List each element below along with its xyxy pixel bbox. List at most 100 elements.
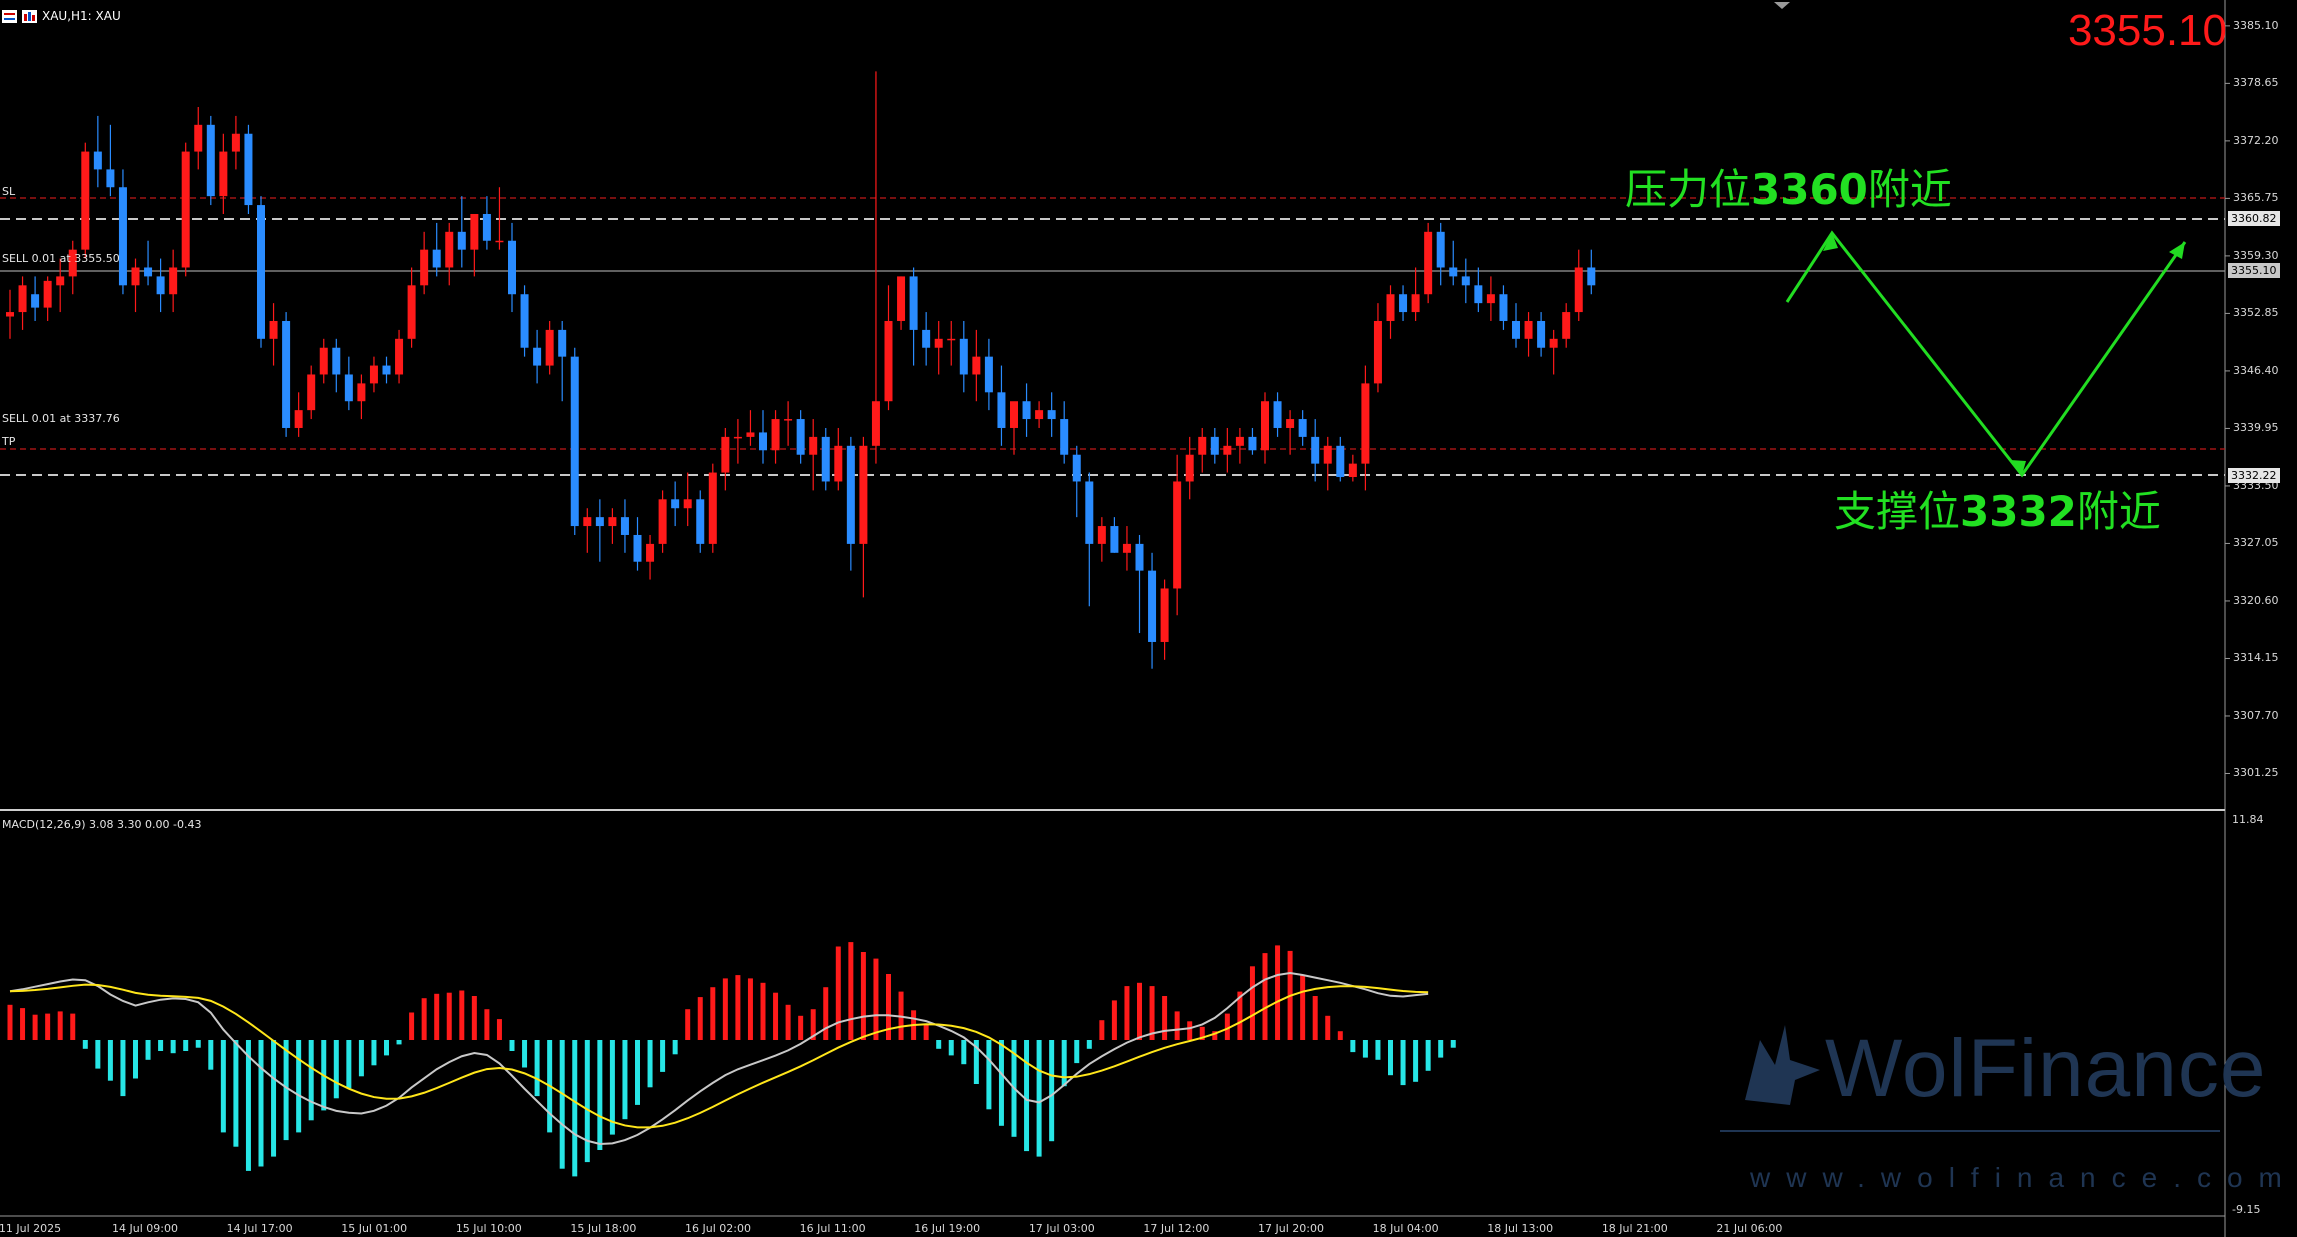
chart-window-icon[interactable]	[22, 9, 37, 23]
candle[interactable]	[1060, 401, 1069, 464]
candle[interactable]	[595, 499, 604, 562]
candle[interactable]	[269, 303, 278, 366]
candle[interactable]	[181, 142, 190, 277]
candle[interactable]	[545, 320, 554, 375]
candle[interactable]	[1537, 312, 1546, 357]
candle[interactable]	[821, 427, 830, 491]
candle[interactable]	[1386, 285, 1395, 339]
candle[interactable]	[947, 320, 956, 366]
candle[interactable]	[244, 124, 253, 214]
candle[interactable]	[219, 133, 228, 214]
candle[interactable]	[369, 356, 378, 393]
candle[interactable]	[81, 142, 90, 259]
candle[interactable]	[658, 490, 667, 553]
candle[interactable]	[194, 106, 203, 170]
candle[interactable]	[909, 267, 918, 366]
candle[interactable]	[382, 356, 391, 384]
candle[interactable]	[319, 338, 328, 384]
candle[interactable]	[533, 329, 542, 384]
candle[interactable]	[1085, 472, 1094, 607]
scroll-marker-icon[interactable]	[1774, 2, 1790, 9]
candle[interactable]	[1210, 427, 1219, 464]
candle[interactable]	[144, 240, 153, 286]
candle[interactable]	[169, 249, 178, 313]
candle[interactable]	[746, 410, 755, 446]
candle[interactable]	[1424, 222, 1433, 304]
candle[interactable]	[1223, 427, 1232, 473]
candle[interactable]	[156, 258, 165, 313]
candle[interactable]	[1399, 285, 1408, 321]
candle[interactable]	[1185, 436, 1194, 500]
candle[interactable]	[470, 213, 479, 277]
candle[interactable]	[620, 499, 629, 553]
candle[interactable]	[633, 517, 642, 571]
candle[interactable]	[959, 320, 968, 393]
candle[interactable]	[68, 240, 77, 295]
candle[interactable]	[1261, 392, 1269, 464]
candle[interactable]	[31, 276, 40, 321]
candle[interactable]	[18, 276, 27, 330]
candle[interactable]	[771, 410, 780, 464]
candle[interactable]	[859, 436, 868, 598]
candle[interactable]	[445, 222, 454, 286]
candle[interactable]	[1574, 249, 1583, 321]
candle[interactable]	[93, 115, 102, 188]
candle[interactable]	[1148, 552, 1157, 669]
candle[interactable]	[997, 365, 1006, 446]
candle[interactable]	[570, 347, 579, 535]
candle[interactable]	[1235, 427, 1244, 464]
candle[interactable]	[934, 320, 943, 375]
candle[interactable]	[708, 463, 717, 553]
candle[interactable]	[357, 374, 366, 420]
candle[interactable]	[56, 258, 65, 313]
candle[interactable]	[1035, 401, 1044, 428]
candle[interactable]	[206, 115, 215, 206]
candle[interactable]	[1323, 436, 1332, 491]
candle[interactable]	[1549, 329, 1558, 375]
candle[interactable]	[558, 320, 567, 402]
candle[interactable]	[1486, 276, 1495, 321]
candle[interactable]	[733, 419, 742, 464]
candle[interactable]	[1461, 258, 1470, 304]
candle[interactable]	[1072, 445, 1081, 518]
candle[interactable]	[871, 71, 880, 464]
candle[interactable]	[1436, 222, 1445, 286]
candle[interactable]	[1474, 267, 1483, 313]
candle[interactable]	[884, 285, 893, 411]
candle[interactable]	[1587, 249, 1596, 295]
candle[interactable]	[1524, 312, 1533, 357]
candle[interactable]	[395, 329, 404, 384]
candle[interactable]	[1010, 401, 1018, 455]
candle[interactable]	[1562, 303, 1571, 348]
candle[interactable]	[257, 196, 265, 348]
candle[interactable]	[1273, 392, 1282, 437]
candle[interactable]	[683, 472, 692, 527]
candle[interactable]	[420, 231, 429, 295]
candle[interactable]	[1348, 454, 1357, 482]
candle[interactable]	[1512, 303, 1520, 348]
candle[interactable]	[344, 356, 353, 411]
candle[interactable]	[118, 169, 127, 295]
candle[interactable]	[282, 312, 291, 437]
candle[interactable]	[1110, 517, 1119, 553]
candle[interactable]	[809, 419, 818, 491]
candle[interactable]	[1298, 410, 1307, 446]
candle[interactable]	[482, 196, 491, 250]
candle[interactable]	[1373, 303, 1382, 393]
candle[interactable]	[407, 267, 416, 348]
candle[interactable]	[43, 276, 52, 321]
candle[interactable]	[1286, 410, 1295, 455]
menu-icon[interactable]	[2, 9, 17, 23]
candle[interactable]	[457, 196, 466, 268]
candle[interactable]	[784, 401, 793, 446]
candle[interactable]	[1198, 427, 1207, 473]
candle[interactable]	[294, 392, 303, 437]
candle[interactable]	[646, 534, 655, 580]
candle[interactable]	[1411, 267, 1420, 321]
candle[interactable]	[608, 508, 617, 544]
candle[interactable]	[1361, 365, 1370, 491]
candle[interactable]	[696, 490, 705, 553]
candle[interactable]	[1122, 526, 1131, 571]
candle[interactable]	[1336, 436, 1345, 482]
